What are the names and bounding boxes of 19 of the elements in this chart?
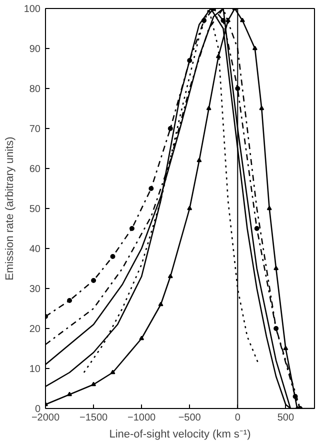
x-axis-title: Line-of-sight velocity (km s⁻¹) (109, 428, 251, 440)
x-tick-label: −2000 (31, 412, 60, 424)
y-tick-label: 80 (29, 84, 41, 95)
y-tick-label: 70 (29, 124, 41, 135)
y-tick-label: 10 (29, 364, 41, 375)
y-axis-title: Emission rate (arbitrary units) (4, 136, 16, 280)
y-tick-label: 20 (29, 324, 41, 335)
y-tick-label: 50 (29, 204, 41, 215)
x-tick-label: −500 (178, 412, 202, 424)
y-tick-label: 60 (29, 164, 41, 175)
y-tick-label: 40 (29, 244, 41, 255)
x-tick-label: −1500 (79, 412, 108, 424)
y-tick-label: 90 (29, 44, 41, 55)
y-tick-label: 30 (29, 284, 41, 295)
x-tick-label: −1000 (128, 412, 156, 424)
x-tick-label: 500 (277, 412, 294, 424)
x-tick-label: 0 (234, 412, 241, 424)
y-tick-label: 100 (24, 4, 41, 15)
y-tick-label: 0 (34, 404, 41, 415)
